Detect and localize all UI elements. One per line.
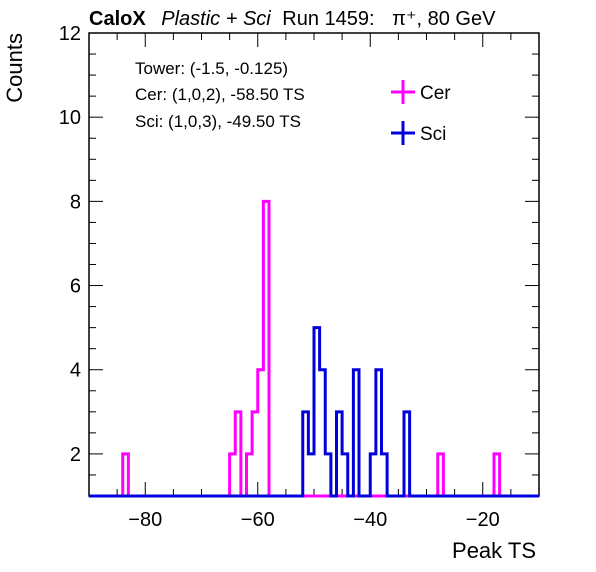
- y-tick-label: 4: [70, 360, 81, 382]
- header-run: Run 1459:: [282, 8, 374, 30]
- series-line-sci: [89, 326, 539, 498]
- x-axis-label: Peak TS: [452, 538, 536, 563]
- x-tick-label: −40: [353, 509, 387, 531]
- x-tick-label: −60: [241, 509, 275, 531]
- info-cer: Cer: (1,0,2), -58.50 TS: [135, 85, 305, 104]
- y-tick-label: 8: [70, 191, 81, 213]
- header-subtitle: Plastic + Sci: [161, 8, 271, 30]
- y-tick-label: 12: [59, 23, 81, 45]
- x-tick-label: −80: [128, 509, 162, 531]
- y-tick-label: 10: [59, 107, 81, 129]
- y-tick-label: 6: [70, 276, 81, 298]
- header-brand: CaloX: [89, 8, 146, 30]
- legend: Cer Sci: [391, 80, 451, 145]
- axis-ticks: [88, 32, 540, 497]
- chart-header: CaloX Plastic + Sci Run 1459: π⁺, 80 GeV: [89, 8, 496, 30]
- series-layer: [89, 199, 539, 498]
- y-axis-label: Counts: [2, 33, 27, 103]
- x-tick-label: −20: [466, 509, 500, 531]
- axis-tick-labels: −80 −60 −40 −20 2 4 6 8 10 12: [59, 23, 500, 531]
- info-tower: Tower: (-1.5, -0.125): [135, 59, 288, 78]
- y-tick-label: 2: [70, 444, 81, 466]
- info-sci: Sci: (1,0,3), -49.50 TS: [135, 112, 301, 131]
- legend-label-sci: Sci: [420, 124, 446, 145]
- legend-label-cer: Cer: [420, 83, 451, 104]
- header-particle: π⁺, 80 GeV: [392, 8, 496, 30]
